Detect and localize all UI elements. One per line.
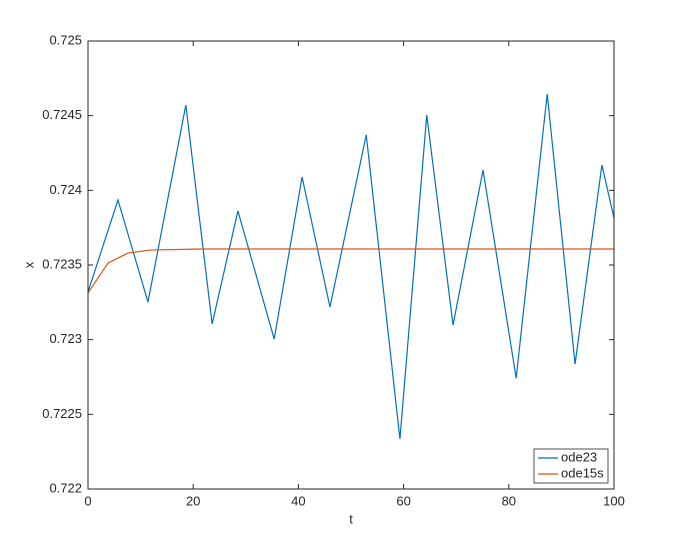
- y-tick-label: 0.723: [49, 331, 82, 346]
- x-tick-label: 40: [291, 493, 305, 508]
- plot-area: [88, 41, 614, 489]
- x-axis-label: t: [349, 511, 353, 526]
- y-tick-label: 0.7245: [42, 107, 82, 122]
- axes-box: [87, 40, 615, 490]
- y-tick-label: 0.7225: [42, 406, 82, 421]
- series-line: [87, 93, 615, 440]
- series-line: [87, 248, 614, 294]
- legend-label: ode15s: [561, 465, 604, 480]
- y-tick-label: 0.724: [49, 182, 82, 197]
- x-tick-label: 80: [502, 493, 516, 508]
- x-tick-label: 60: [396, 493, 410, 508]
- y-tick-label: 0.7235: [42, 256, 82, 271]
- legend-label: ode23: [561, 449, 597, 464]
- x-tick-label: 20: [186, 493, 200, 508]
- legend-box: [533, 448, 609, 484]
- y-tick-label: 0.725: [49, 32, 82, 47]
- x-tick-label: 100: [603, 493, 625, 508]
- x-tick-label: 0: [84, 493, 91, 508]
- y-tick-label: 0.722: [49, 480, 82, 495]
- y-axis-label: x: [21, 261, 36, 268]
